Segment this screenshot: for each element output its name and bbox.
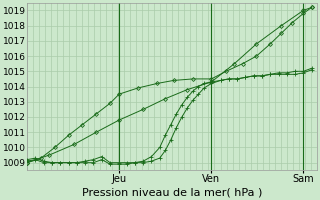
X-axis label: Pression niveau de la mer( hPa ): Pression niveau de la mer( hPa ) — [82, 187, 262, 197]
